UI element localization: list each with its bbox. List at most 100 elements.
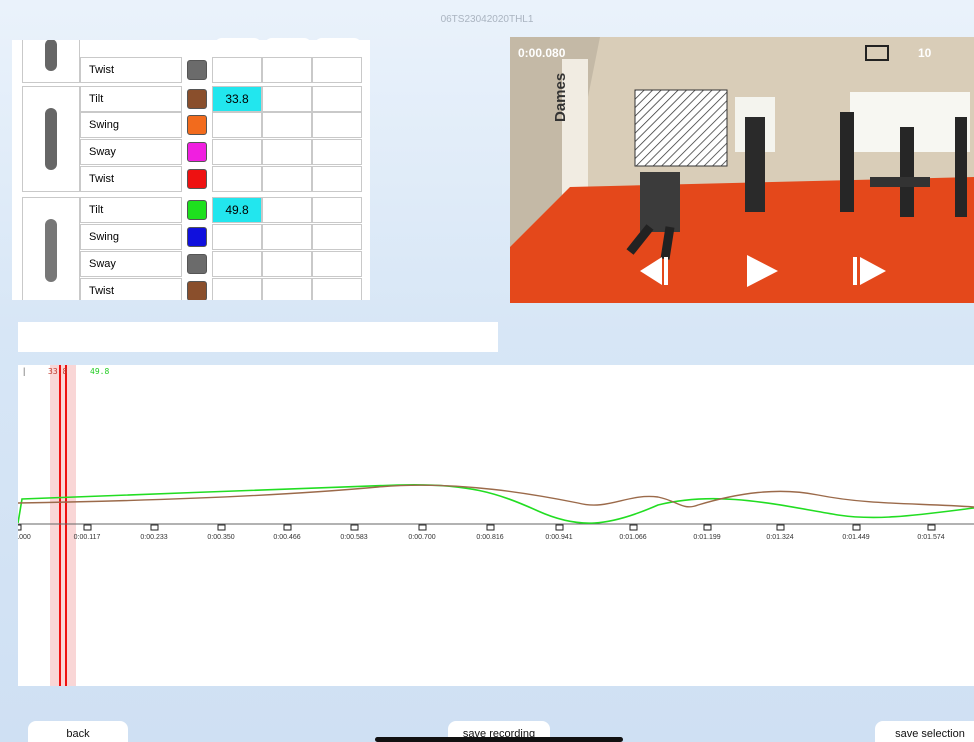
brown-trace	[18, 485, 974, 507]
wall-sign: Dames	[552, 73, 569, 122]
omega-value	[262, 278, 312, 300]
omega-value	[262, 197, 312, 223]
alpha-value	[312, 112, 362, 138]
segment-label: Swing	[80, 112, 182, 138]
machine	[870, 177, 930, 187]
frame-count: 10	[918, 46, 932, 60]
recording-title: 06TS23042020THL1	[0, 14, 974, 25]
alpha-value	[312, 278, 362, 300]
machine	[955, 117, 967, 217]
alpha-value	[312, 166, 362, 192]
segment-label: Tilt	[80, 197, 182, 223]
color-swatch	[187, 281, 207, 300]
video-time: 0:00.080	[518, 46, 566, 60]
limb-shape	[45, 219, 57, 282]
body-diagram	[22, 86, 80, 192]
theta-value	[212, 112, 262, 138]
time-marker	[351, 525, 358, 530]
color-swatch	[187, 200, 207, 220]
cursor-glow	[50, 365, 76, 686]
time-label: .000	[18, 534, 31, 541]
alpha-value	[312, 251, 362, 277]
time-marker	[928, 525, 935, 530]
time-label: 0:00.466	[273, 534, 300, 541]
face-mask	[635, 90, 727, 166]
time-marker	[284, 525, 291, 530]
color-swatch	[187, 254, 207, 274]
alpha-value	[312, 57, 362, 83]
alpha-value	[312, 86, 362, 112]
theta-value: 49.8	[212, 197, 262, 223]
time-marker	[18, 525, 21, 530]
color-swatch	[187, 169, 207, 189]
home-indicator	[375, 737, 623, 742]
segment-label: Swing	[80, 224, 182, 250]
time-label: 0:00.233	[140, 534, 167, 541]
theta-value	[212, 224, 262, 250]
color-swatch	[187, 60, 207, 80]
time-label: 0:01.449	[842, 534, 869, 541]
angle-readout: 33.8	[48, 367, 67, 376]
color-swatch	[187, 89, 207, 109]
text-field[interactable]	[18, 322, 498, 352]
save-selection-button[interactable]: save selection	[875, 721, 974, 742]
time-marker	[487, 525, 494, 530]
time-label: 0:00.117	[74, 534, 101, 541]
segment-label: Twist	[80, 278, 182, 300]
omega-value	[262, 57, 312, 83]
person-leg	[665, 227, 670, 259]
segment-label: Tilt	[80, 86, 182, 112]
color-swatch	[187, 115, 207, 135]
segment-label: Twist	[80, 57, 182, 83]
time-label: 0:00.583	[340, 534, 367, 541]
time-marker	[630, 525, 637, 530]
step-forward-icon	[853, 257, 857, 285]
body-diagram	[22, 197, 80, 300]
time-label: 0:00.941	[545, 534, 572, 541]
theta-value: 33.8	[212, 86, 262, 112]
time-label: 0:01.324	[766, 534, 793, 541]
machine	[745, 117, 765, 212]
time-marker	[84, 525, 91, 530]
theta-value	[212, 251, 262, 277]
readout-separator: |	[23, 366, 25, 376]
omega-value	[262, 166, 312, 192]
color-swatch	[187, 227, 207, 247]
video-player: Dames 0:00.080 10	[510, 37, 974, 303]
time-label: 0:01.574	[917, 534, 944, 541]
time-marker	[556, 525, 563, 530]
machine	[840, 112, 854, 212]
color-swatch	[187, 142, 207, 162]
angle-readout: 49.8	[90, 367, 109, 376]
theta-value	[212, 166, 262, 192]
back-button[interactable]: back	[28, 721, 128, 742]
machine	[900, 127, 914, 217]
omega-value	[262, 224, 312, 250]
time-label: 0:00.350	[207, 534, 234, 541]
angle-graph: | 33.8 49.8 .000 0:00.117 0:00.233 0:00.350 0:…	[18, 365, 974, 686]
alpha-value	[312, 224, 362, 250]
time-marker	[853, 525, 860, 530]
time-marker	[419, 525, 426, 530]
limb-shape	[45, 40, 57, 71]
time-marker	[704, 525, 711, 530]
time-label: 0:00.816	[476, 534, 503, 541]
alpha-value	[312, 139, 362, 165]
time-label: 0:01.066	[619, 534, 646, 541]
screen: 06TS23042020THL1 θωα TwistTilt33.8SwingS…	[0, 0, 974, 742]
body-diagram	[22, 40, 80, 83]
time-marker	[218, 525, 225, 530]
theta-value	[212, 57, 262, 83]
time-marker	[151, 525, 158, 530]
segment-label: Sway	[80, 251, 182, 277]
omega-value	[262, 112, 312, 138]
green-trace	[18, 485, 974, 523]
segment-label: Sway	[80, 139, 182, 165]
limb-shape	[45, 108, 57, 170]
alpha-value	[312, 197, 362, 223]
omega-value	[262, 86, 312, 112]
person	[640, 172, 680, 232]
segment-label: Twist	[80, 166, 182, 192]
theta-value	[212, 139, 262, 165]
